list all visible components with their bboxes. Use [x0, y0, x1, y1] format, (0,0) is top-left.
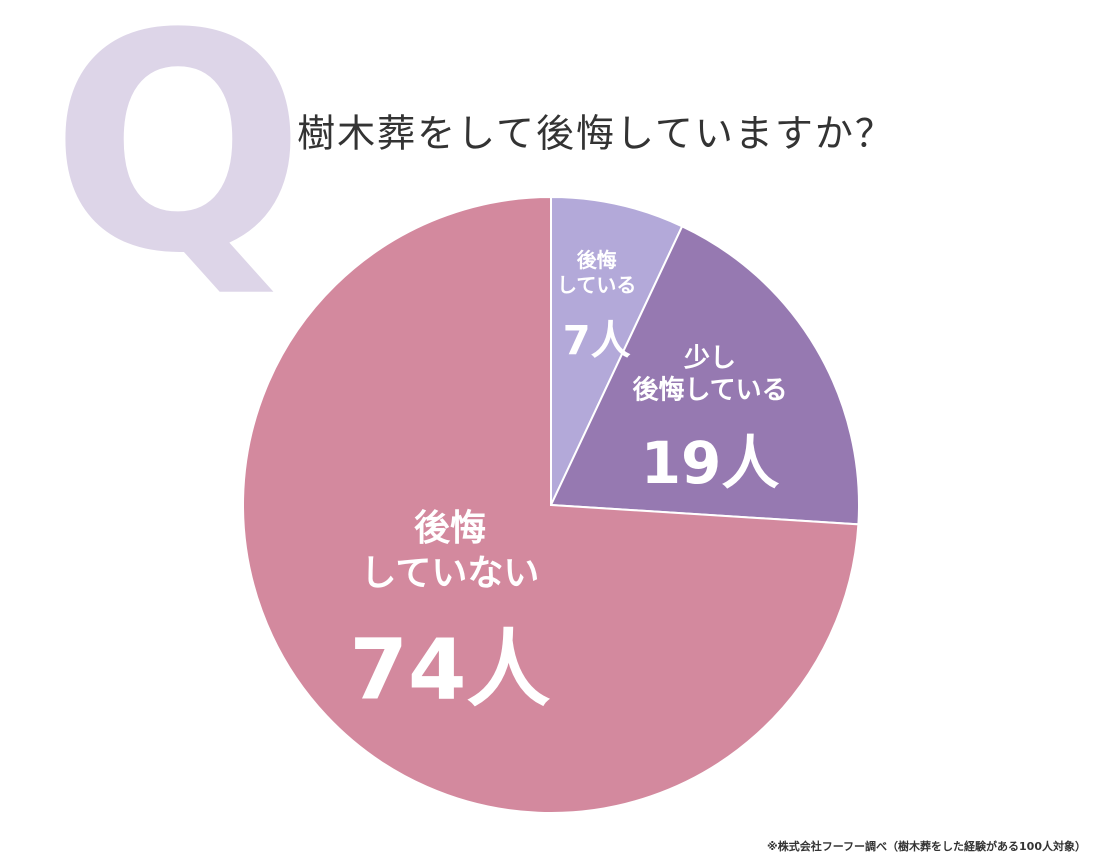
pie-slice — [242, 195, 860, 814]
watermark: Q — [50, 0, 306, 319]
slice-label: 少し 後悔している — [632, 343, 788, 406]
value-label: 19人 — [640, 428, 780, 497]
pie-slice — [549, 224, 860, 526]
value-label: 74人 — [349, 620, 551, 719]
slice-label: 後悔 していない — [360, 507, 540, 594]
pie-slice — [550, 195, 684, 506]
slice-label: 後悔 している — [556, 247, 637, 297]
footnote: ※株式会社フーフー調べ（樹木葬をした経験がある100人対象） — [767, 840, 1086, 853]
chart-title: 樹木葬をして後悔していますか？ — [297, 111, 895, 156]
value-label: 7人 — [562, 317, 631, 364]
